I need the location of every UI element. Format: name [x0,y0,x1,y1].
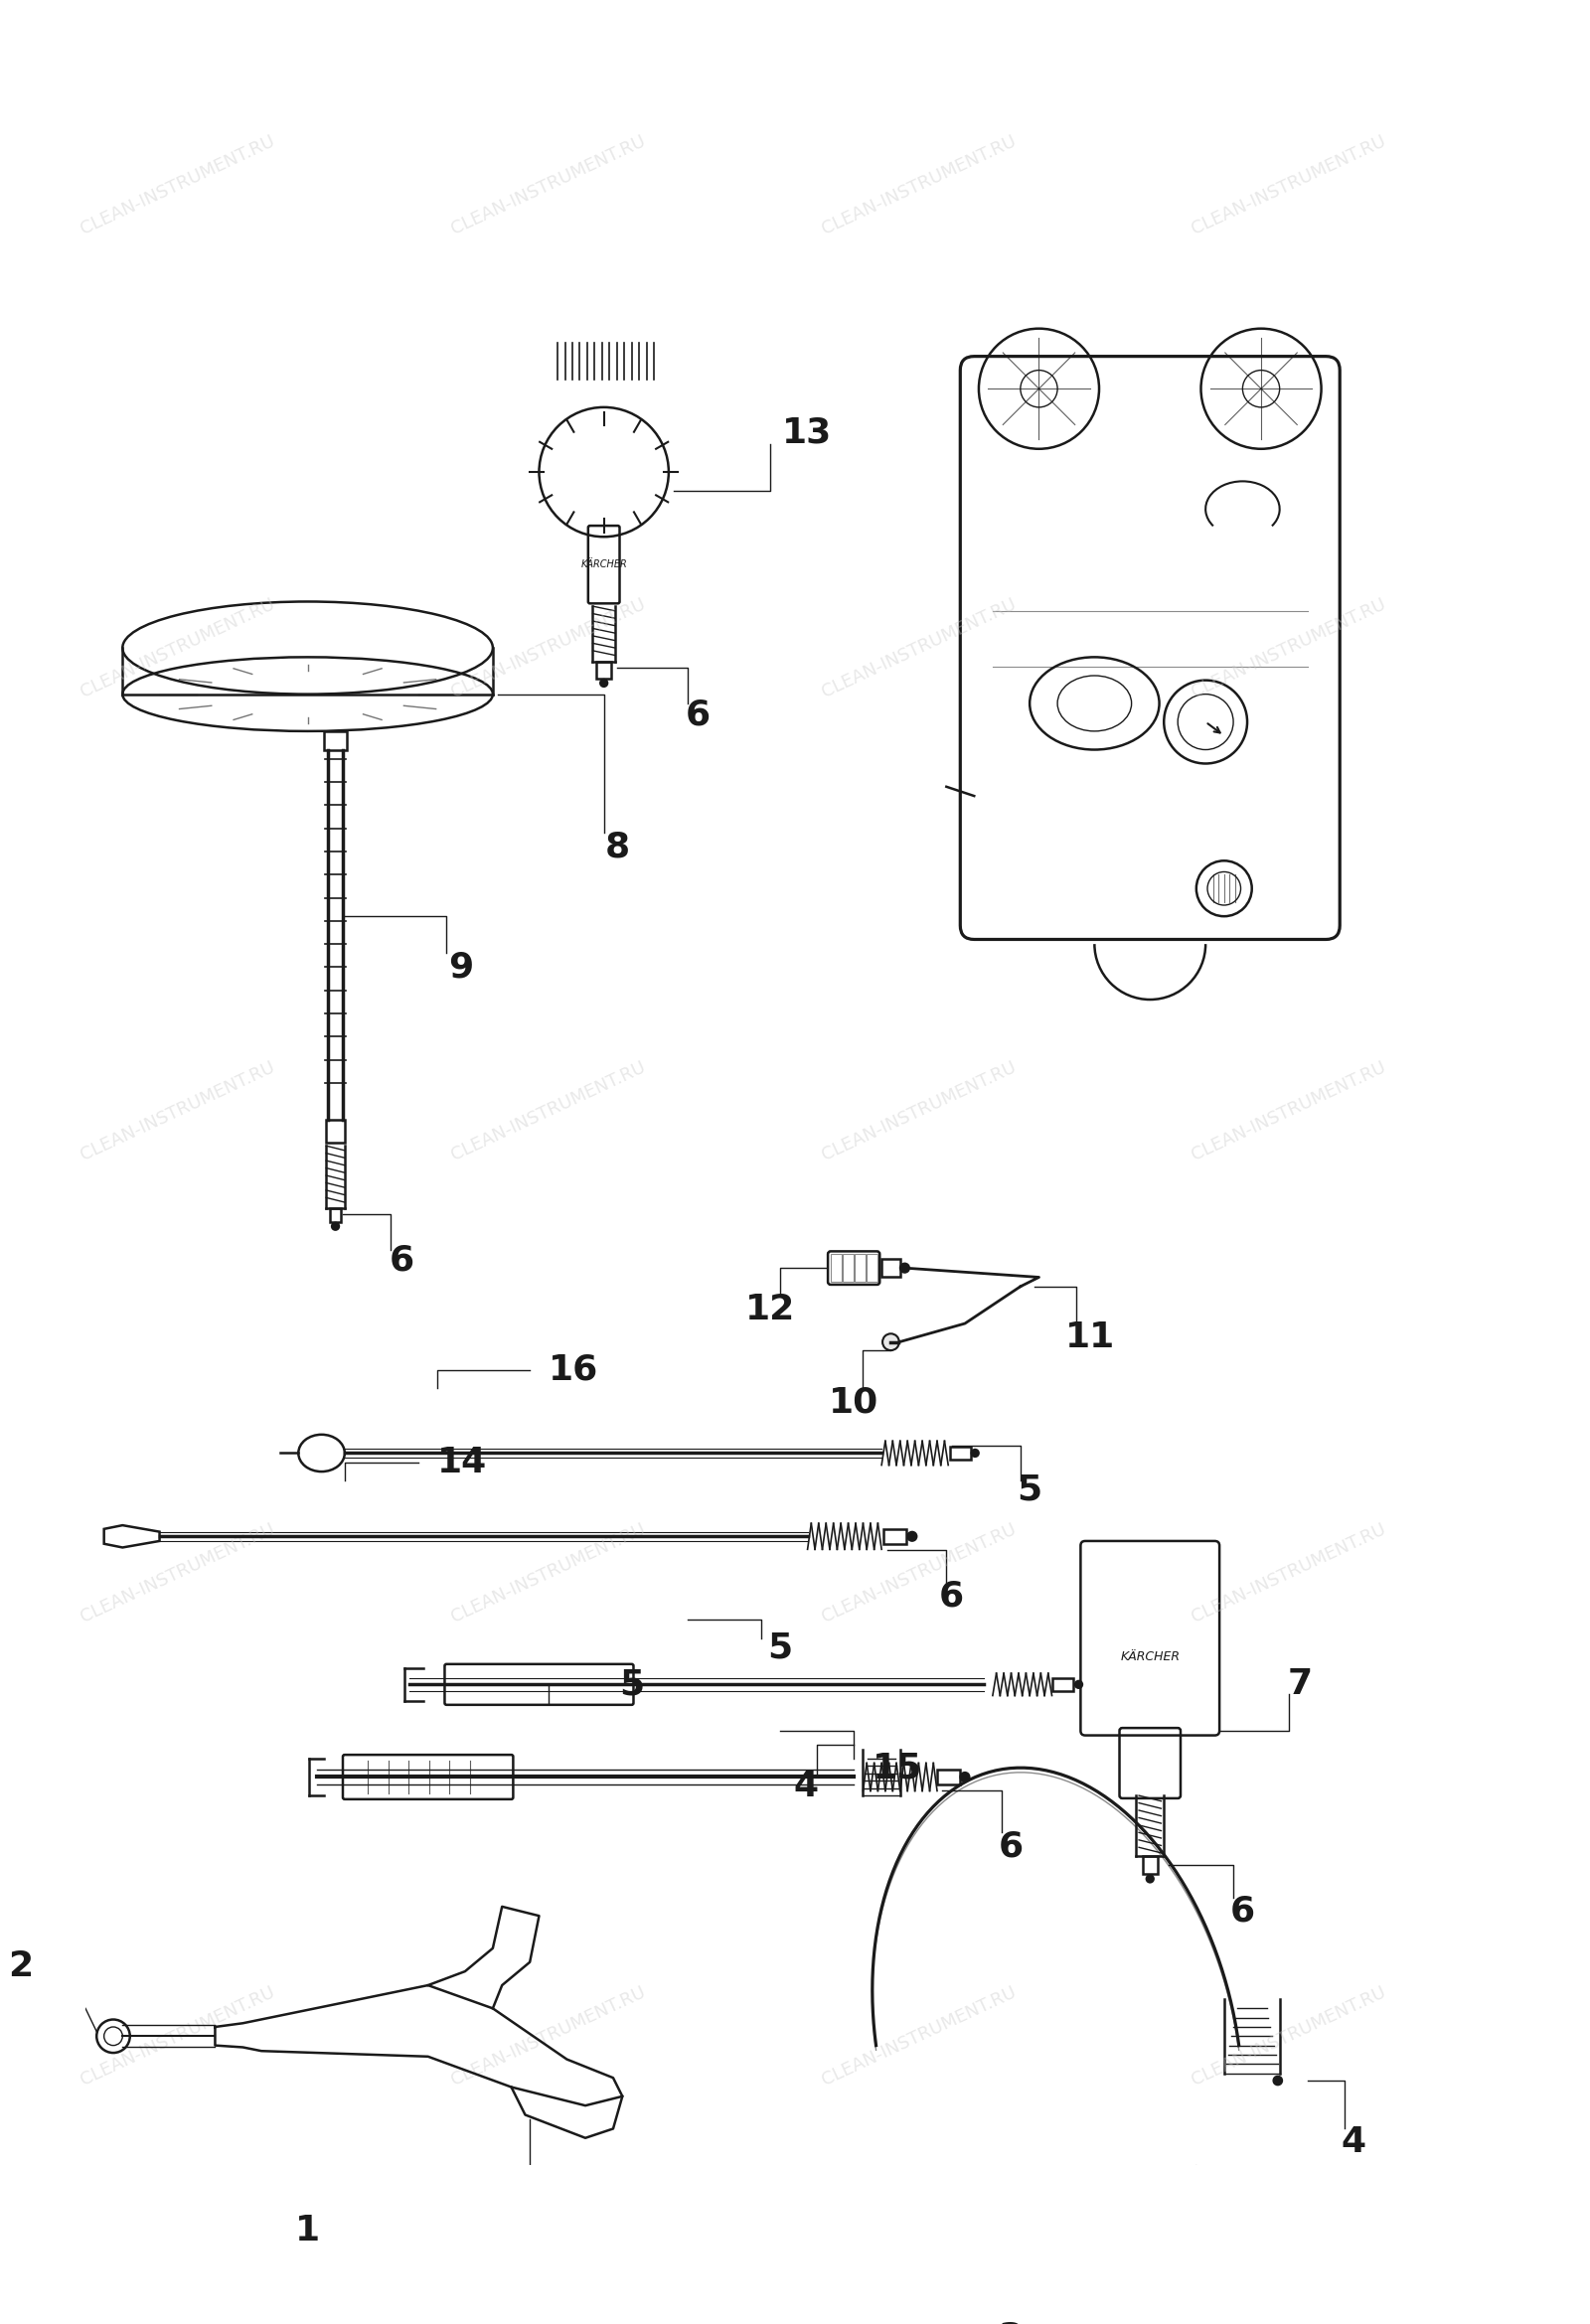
Text: 5: 5 [768,1631,792,1664]
Circle shape [1274,2075,1283,2085]
Bar [951,1446,970,1459]
Text: 5: 5 [619,1669,644,1701]
Text: 15: 15 [873,1750,922,1785]
Text: CLEAN-INSTRUMENT.RU: CLEAN-INSTRUMENT.RU [819,595,1019,702]
Bar [830,1255,841,1283]
Text: CLEAN-INSTRUMENT.RU: CLEAN-INSTRUMENT.RU [1189,1520,1390,1627]
Text: CLEAN-INSTRUMENT.RU: CLEAN-INSTRUMENT.RU [1189,1982,1390,2089]
Text: 6: 6 [685,697,711,732]
Text: 8: 8 [606,830,630,865]
Text: 11: 11 [1065,1320,1115,1355]
Circle shape [1145,1873,1154,1882]
Text: CLEAN-INSTRUMENT.RU: CLEAN-INSTRUMENT.RU [78,595,278,702]
Text: 4: 4 [793,1769,819,1803]
Circle shape [906,1532,917,1541]
Circle shape [970,1448,979,1457]
Bar [329,1208,340,1222]
Text: CLEAN-INSTRUMENT.RU: CLEAN-INSTRUMENT.RU [1189,132,1390,237]
Text: CLEAN-INSTRUMENT.RU: CLEAN-INSTRUMENT.RU [819,1520,1019,1627]
Text: 4: 4 [1342,2126,1366,2159]
Text: 2: 2 [8,1950,33,1985]
Text: CLEAN-INSTRUMENT.RU: CLEAN-INSTRUMENT.RU [1189,595,1390,702]
Text: 7: 7 [1288,1669,1312,1701]
Bar [326,1120,345,1143]
Bar [855,1255,867,1283]
Text: CLEAN-INSTRUMENT.RU: CLEAN-INSTRUMENT.RU [819,1057,1019,1164]
Bar [937,1769,960,1785]
Text: 6: 6 [999,1829,1024,1864]
Text: 6: 6 [390,1243,415,1278]
Text: 9: 9 [448,951,472,983]
Bar [596,662,611,679]
Text: 1: 1 [296,2215,320,2247]
Text: CLEAN-INSTRUMENT.RU: CLEAN-INSTRUMENT.RU [819,1982,1019,2089]
Text: CLEAN-INSTRUMENT.RU: CLEAN-INSTRUMENT.RU [448,132,649,237]
Text: 5: 5 [1018,1473,1041,1506]
Circle shape [331,1222,340,1232]
Circle shape [599,679,609,688]
Bar [1143,1855,1158,1873]
Circle shape [959,1771,970,1783]
Bar [867,1255,878,1283]
Text: 3: 3 [999,2319,1024,2324]
Text: CLEAN-INSTRUMENT.RU: CLEAN-INSTRUMENT.RU [1189,1057,1390,1164]
Text: CLEAN-INSTRUMENT.RU: CLEAN-INSTRUMENT.RU [448,1057,649,1164]
Text: CLEAN-INSTRUMENT.RU: CLEAN-INSTRUMENT.RU [78,1982,278,2089]
Circle shape [900,1262,909,1274]
Text: 12: 12 [746,1292,795,1327]
Text: 14: 14 [437,1446,487,1478]
Bar [884,1529,906,1543]
Text: KÄRCHER: KÄRCHER [580,560,626,569]
Text: 10: 10 [828,1385,879,1420]
Text: CLEAN-INSTRUMENT.RU: CLEAN-INSTRUMENT.RU [78,1057,278,1164]
Circle shape [1075,1680,1083,1690]
Text: 13: 13 [782,416,832,451]
Text: 16: 16 [549,1353,598,1387]
Text: KÄRCHER: KÄRCHER [1121,1650,1180,1664]
Text: CLEAN-INSTRUMENT.RU: CLEAN-INSTRUMENT.RU [448,595,649,702]
Text: 6: 6 [1231,1894,1255,1929]
Ellipse shape [882,1334,900,1350]
Bar [843,1255,854,1283]
Bar [324,732,347,751]
Text: CLEAN-INSTRUMENT.RU: CLEAN-INSTRUMENT.RU [448,1982,649,2089]
Text: 6: 6 [938,1580,964,1613]
Bar [881,1260,900,1278]
Text: CLEAN-INSTRUMENT.RU: CLEAN-INSTRUMENT.RU [78,1520,278,1627]
Text: CLEAN-INSTRUMENT.RU: CLEAN-INSTRUMENT.RU [819,132,1019,237]
Text: CLEAN-INSTRUMENT.RU: CLEAN-INSTRUMENT.RU [448,1520,649,1627]
Text: CLEAN-INSTRUMENT.RU: CLEAN-INSTRUMENT.RU [78,132,278,237]
Bar [1053,1678,1073,1692]
